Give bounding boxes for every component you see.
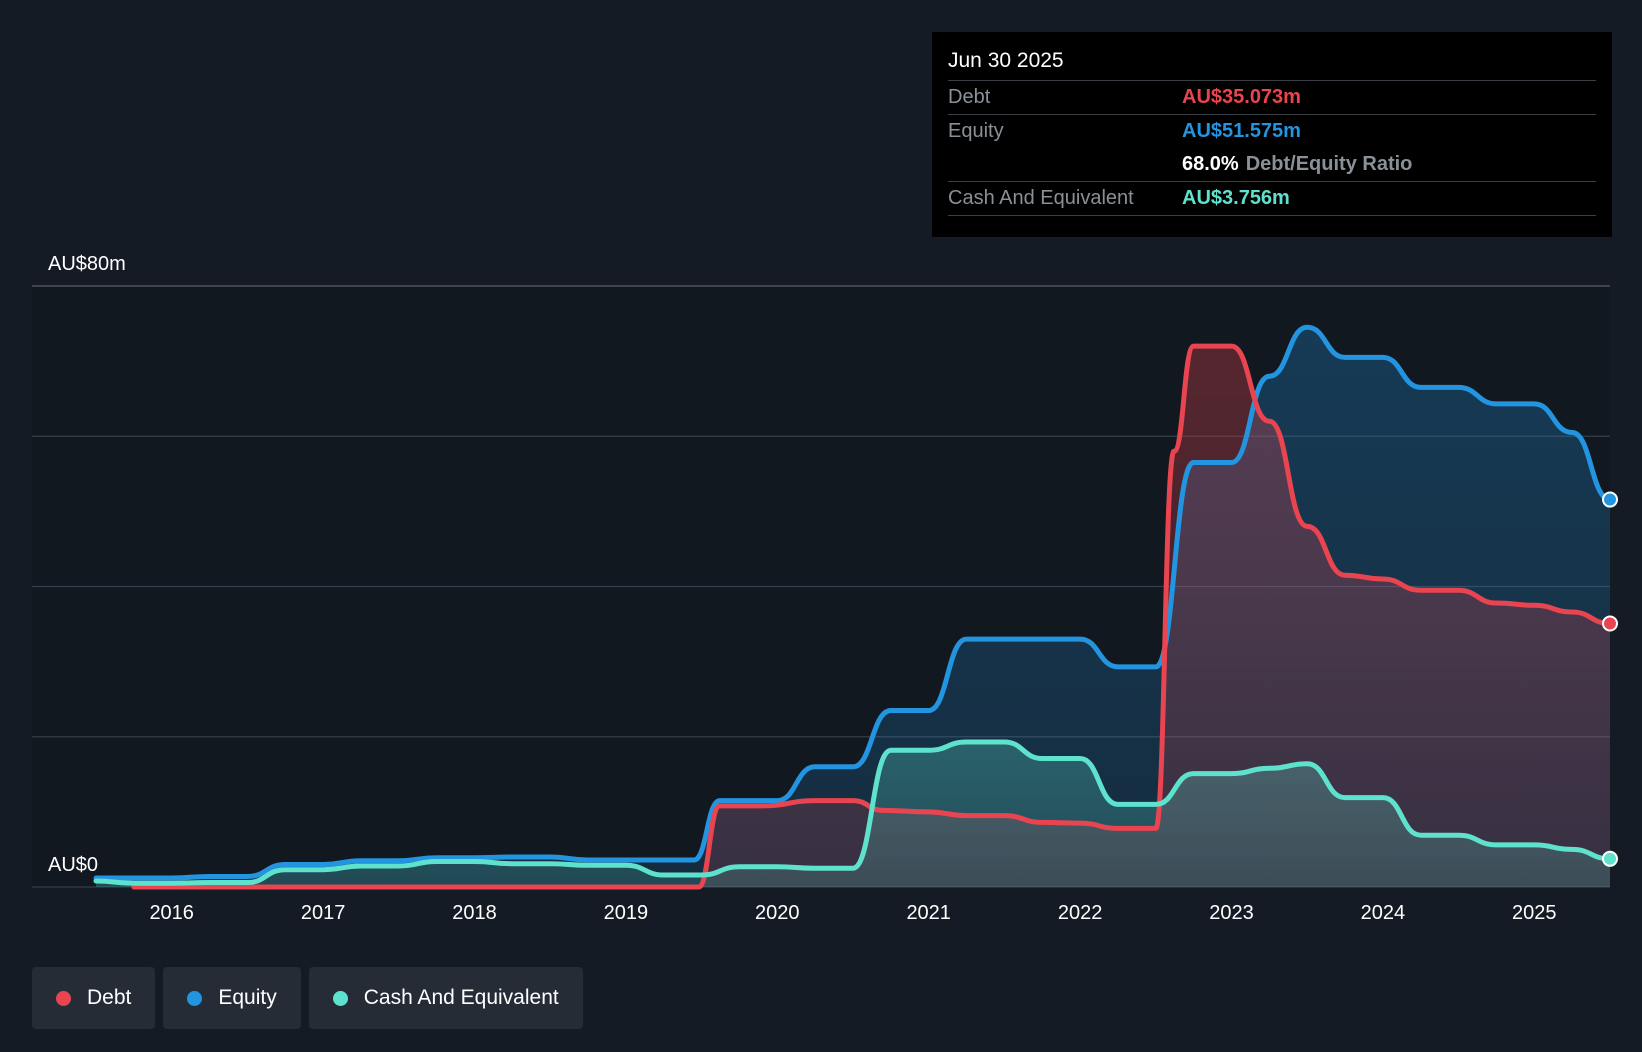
x-tick-label: 2024: [1361, 902, 1406, 924]
legend-item-equity[interactable]: Equity: [163, 967, 301, 1029]
debt-line: [131, 343, 1613, 890]
tooltip-ratio-row: 68.0% Debt/Equity Ratio: [948, 148, 1596, 181]
cash-area: [96, 742, 1610, 887]
tooltip-date: Jun 30 2025: [948, 49, 1064, 72]
legend-item-debt[interactable]: Debt: [32, 967, 156, 1029]
x-tick-label: 2023: [1209, 902, 1254, 924]
equity-dot-icon: [187, 990, 203, 1006]
tooltip-debt-row: Debt AU$35.073m: [948, 80, 1596, 114]
tooltip-equity-value: AU$51.575m: [1182, 120, 1301, 142]
debt-dot-icon: [56, 990, 71, 1006]
x-tick-label: 2022: [1058, 902, 1103, 924]
tooltip-cash-value: AU$3.756m: [1182, 187, 1290, 209]
tooltip-debt-value: AU$35.073m: [1182, 86, 1301, 108]
x-tick-label: 2021: [906, 902, 951, 924]
x-tick-label: 2016: [149, 902, 194, 924]
y-axis-top-label: AU$80m: [48, 253, 126, 275]
tooltip-equity-row: Equity AU$51.575m: [948, 114, 1596, 148]
tooltip-cash-row: Cash And Equivalent AU$3.756m: [948, 181, 1596, 216]
equity-end-marker: [1602, 491, 1618, 508]
equity-line: [93, 324, 1613, 881]
tooltip-equity-label: Equity: [948, 120, 1004, 142]
x-tick-label: 2017: [301, 902, 346, 924]
tooltip-debt-label: Debt: [948, 86, 991, 108]
tooltip-ratio-value: 68.0%: [1182, 153, 1239, 175]
debt-end-marker: [1602, 615, 1618, 632]
legend: Debt Equity Cash And Equivalent: [32, 967, 583, 1029]
legend-cash-label: Cash And Equivalent: [363, 986, 559, 1009]
legend-equity-label: Equity: [218, 986, 277, 1009]
x-tick-label: 2018: [452, 902, 497, 924]
legend-item-cash[interactable]: Cash And Equivalent: [308, 967, 583, 1029]
legend-debt-label: Debt: [87, 986, 132, 1009]
cash-end-marker: [1602, 850, 1618, 867]
cash-dot-icon: [332, 990, 348, 1006]
tooltip-cash-label: Cash And Equivalent: [948, 187, 1134, 209]
y-axis-bottom-label: AU$0: [48, 854, 98, 876]
tooltip-ratio-label: Debt/Equity Ratio: [1245, 153, 1413, 175]
debt-area: [133, 346, 1610, 888]
cash-line: [93, 739, 1613, 886]
x-tick-label: 2020: [755, 902, 800, 924]
x-tick-label: 2025: [1512, 902, 1557, 924]
x-tick-label: 2019: [604, 902, 649, 924]
tooltip: Jun 30 2025 Debt AU$35.073m Equity AU$51…: [932, 32, 1612, 237]
